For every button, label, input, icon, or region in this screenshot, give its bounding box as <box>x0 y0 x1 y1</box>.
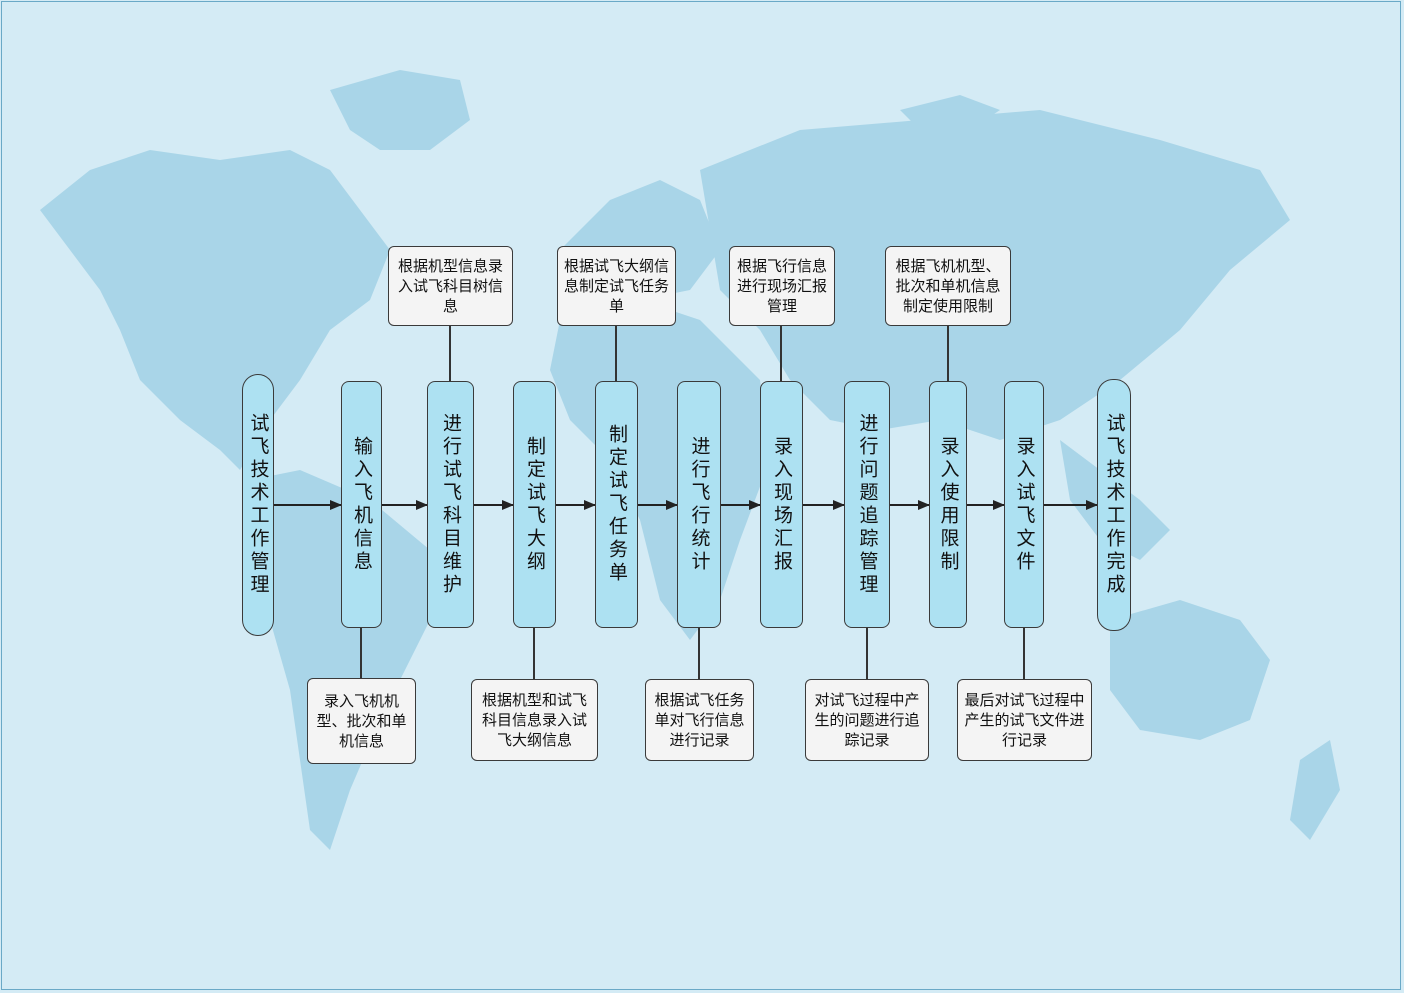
note-aircraft-info: 录入飞机机型、批次和单机信息 <box>307 678 416 764</box>
step-start-label: 试飞技术工作管理 <box>247 413 270 597</box>
step-label: 输入飞机信息 <box>351 435 373 574</box>
step-subject-maintenance: 进行试飞科目维护 <box>427 381 474 628</box>
step-site-report: 录入现场汇报 <box>760 381 803 628</box>
step-label: 录入试飞文件 <box>1013 435 1036 574</box>
step-label: 制定试飞任务单 <box>606 424 628 585</box>
note-usage-limits: 根据飞机机型、批次和单机信息制定使用限制 <box>885 246 1011 326</box>
step-label: 录入现场汇报 <box>771 435 793 574</box>
step-usage-limits: 录入使用限制 <box>929 381 967 628</box>
step-label: 进行飞行统计 <box>688 435 711 574</box>
step-end: 试飞技术工作完成 <box>1097 379 1131 631</box>
note-site-report: 根据飞行信息进行现场汇报管理 <box>729 246 835 326</box>
step-issue-tracking: 进行问题追踪管理 <box>844 381 890 628</box>
note-subject-tree: 根据机型信息录入试飞科目树信息 <box>388 246 513 326</box>
note-issue-record: 对试飞过程中产生的问题进行追踪记录 <box>805 679 929 761</box>
note-document-record: 最后对试飞过程中产生的试飞文件进行记录 <box>957 679 1092 761</box>
step-flight-statistics: 进行飞行统计 <box>677 381 721 628</box>
step-start: 试飞技术工作管理 <box>242 374 274 636</box>
step-label: 进行试飞科目维护 <box>440 412 462 597</box>
step-make-task-sheet: 制定试飞任务单 <box>595 381 638 628</box>
step-make-outline: 制定试飞大纲 <box>513 381 556 628</box>
step-input-aircraft-info: 输入飞机信息 <box>341 381 382 628</box>
step-test-documents: 录入试飞文件 <box>1004 381 1044 628</box>
step-end-label: 试飞技术工作完成 <box>1103 413 1126 597</box>
note-flight-record: 根据试飞任务单对飞行信息进行记录 <box>645 679 754 761</box>
step-label: 进行问题追踪管理 <box>856 412 879 597</box>
note-task-sheet: 根据试飞大纲信息制定试飞任务单 <box>557 246 676 326</box>
step-label: 制定试飞大纲 <box>524 435 546 574</box>
note-outline-info: 根据机型和试飞科目信息录入试飞大纲信息 <box>471 679 598 761</box>
step-label: 录入使用限制 <box>937 435 960 574</box>
